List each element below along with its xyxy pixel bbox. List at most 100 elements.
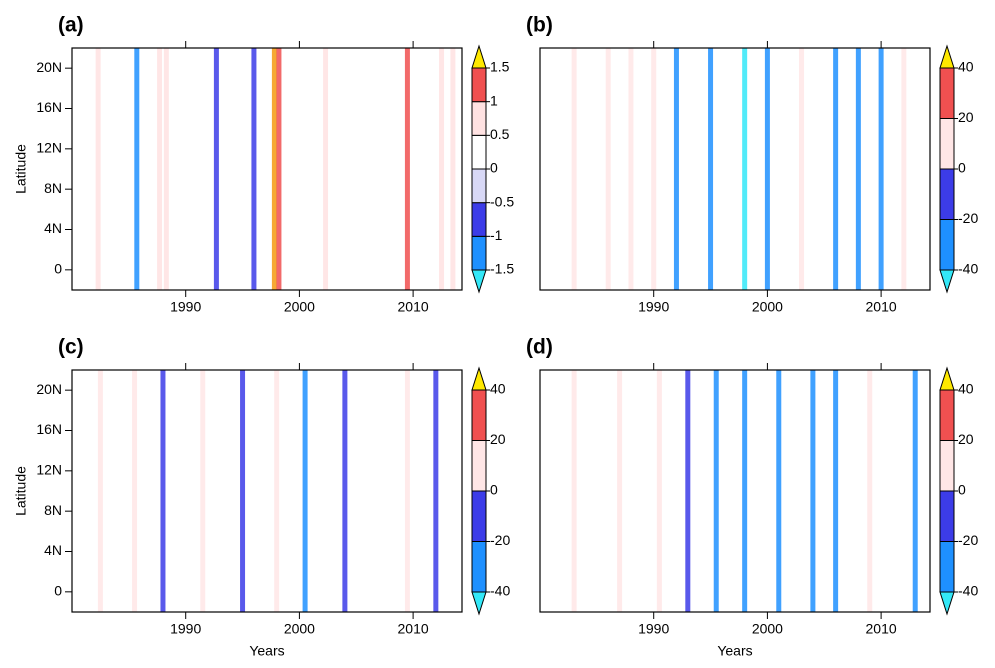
plot-frame [539, 369, 931, 613]
x-tick-label: 2000 [752, 299, 783, 315]
anomaly-stripe [867, 370, 873, 612]
anomaly-stripe [810, 370, 816, 612]
anomaly-stripe [833, 48, 839, 290]
x-tick-label: 1990 [170, 621, 201, 637]
colorbar-low [939, 591, 955, 616]
anomaly-stripe [276, 48, 282, 290]
colorbar-box [939, 490, 955, 542]
colorbar-high [939, 366, 955, 391]
colorbar-label: 0 [958, 482, 966, 498]
colorbar-box [939, 541, 955, 593]
plot-background [540, 370, 930, 612]
x-tick-label: 2000 [284, 299, 315, 315]
x-tick-label: 2010 [398, 621, 429, 637]
colorbar-high [471, 44, 487, 69]
plot-frame [71, 47, 463, 291]
anomaly-stripe [799, 48, 805, 290]
anomaly-stripe [157, 48, 163, 290]
x-tick-label: 2000 [752, 621, 783, 637]
anomaly-stripe [708, 48, 714, 290]
colorbar-label: -20 [490, 532, 510, 548]
anomaly-stripe [685, 370, 691, 612]
anomaly-stripe [450, 48, 456, 290]
colorbar-low [471, 269, 487, 294]
y-tick-label: 4N [44, 542, 62, 558]
colorbar-label: 0.5 [490, 126, 510, 142]
anomaly-stripe [571, 370, 577, 612]
colorbar-label: 0 [490, 160, 498, 176]
colorbar-label: 1.5 [490, 59, 510, 75]
x-tick-label: 2010 [866, 621, 897, 637]
colorbar-box [471, 101, 487, 136]
anomaly-stripe [404, 370, 410, 612]
colorbar-high [471, 366, 487, 391]
anomaly-stripe [713, 370, 719, 612]
anomaly-stripe [213, 48, 219, 290]
anomaly-stripe [617, 370, 623, 612]
anomaly-stripe [605, 48, 611, 290]
anomaly-stripe [656, 370, 662, 612]
panel-label: (d) [526, 336, 553, 359]
colorbar-box [939, 219, 955, 271]
colorbar-label: -40 [958, 261, 978, 277]
colorbar-box [471, 541, 487, 593]
anomaly-stripe [673, 48, 679, 290]
y-axis-label: Latitude [13, 466, 29, 516]
y-tick-label: 20N [36, 59, 62, 75]
anomaly-stripe [764, 48, 770, 290]
colorbar-box [939, 440, 955, 492]
y-tick-label: 8N [44, 502, 62, 518]
anomaly-stripe [200, 370, 206, 612]
colorbar-label: -0.5 [490, 193, 514, 209]
anomaly-stripe [742, 370, 748, 612]
anomaly-stripe [776, 370, 782, 612]
plot-background [72, 48, 462, 290]
anomaly-stripe [878, 48, 884, 290]
colorbar-label: -1 [490, 227, 503, 243]
anomaly-stripe [160, 370, 166, 612]
colorbar-box [471, 235, 487, 271]
anomaly-stripe [742, 48, 748, 290]
colorbar-label: -20 [958, 210, 978, 226]
colorbar-label: 20 [958, 109, 974, 125]
colorbar-label: -40 [958, 583, 978, 599]
colorbar-high [939, 44, 955, 69]
colorbar-low [939, 269, 955, 294]
colorbar-label: 0 [490, 482, 498, 498]
y-tick-label: 20N [36, 381, 62, 397]
anomaly-stripe [302, 370, 308, 612]
y-tick-label: 16N [36, 99, 62, 115]
anomaly-stripe [95, 48, 101, 290]
plot-background [540, 48, 930, 290]
colorbar-label: -40 [490, 583, 510, 599]
colorbar-label: 40 [958, 381, 974, 397]
anomaly-stripe [912, 370, 918, 612]
anomaly-stripe [342, 370, 348, 612]
colorbar-box [471, 490, 487, 542]
plot-background [72, 370, 462, 612]
anomaly-stripe [833, 370, 839, 612]
anomaly-stripe [439, 48, 445, 290]
colorbar-label: 40 [958, 59, 974, 75]
x-tick-label: 1990 [170, 299, 201, 315]
y-tick-label: 12N [36, 462, 62, 478]
colorbar-label: 20 [490, 431, 506, 447]
anomaly-stripe [323, 48, 329, 290]
colorbar-box [471, 440, 487, 492]
colorbar-label: 40 [490, 381, 506, 397]
anomaly-stripe [163, 48, 169, 290]
anomaly-stripe [132, 370, 138, 612]
anomaly-stripe [901, 48, 907, 290]
colorbar-label: -20 [958, 532, 978, 548]
panel-label: (b) [526, 14, 553, 37]
colorbar-box [471, 202, 487, 237]
anomaly-stripe [271, 48, 277, 290]
y-axis-label: Latitude [13, 144, 29, 194]
anomaly-stripe [404, 48, 410, 290]
x-tick-label: 1990 [638, 299, 669, 315]
colorbar-low [471, 591, 487, 616]
colorbar-box [939, 389, 955, 441]
colorbar-label: 1 [490, 92, 498, 108]
colorbar-box [471, 389, 487, 441]
